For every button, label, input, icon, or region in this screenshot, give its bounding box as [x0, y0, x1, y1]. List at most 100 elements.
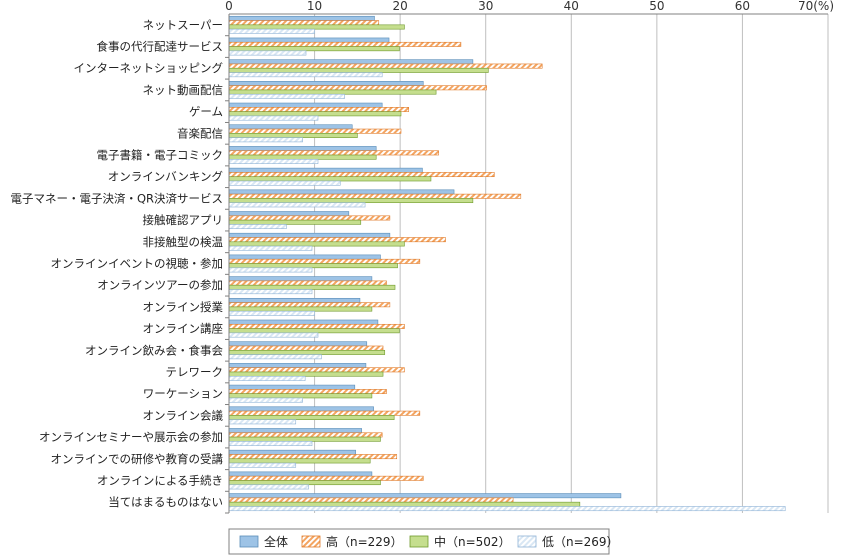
bar-4-series-2 [228, 85, 487, 91]
bar-23-series-4 [228, 506, 786, 512]
bar-11-series-3 [228, 241, 405, 247]
bar-17-series-1 [228, 363, 367, 368]
bar-9-series-4 [228, 202, 366, 208]
bar-11-series-4 [228, 245, 313, 251]
bar-1-series-4 [228, 28, 315, 34]
category-label: ゲーム [189, 105, 223, 119]
bar-15-series-2 [228, 323, 405, 329]
category-label: オンライン講座 [143, 322, 224, 336]
bar-19-series-2 [228, 410, 421, 416]
bar-13-series-3 [228, 284, 396, 290]
bar-20-series-2 [228, 432, 383, 438]
category-label: 食事の代行配達サービス [97, 40, 224, 54]
legend-swatch-3 [409, 535, 429, 548]
legend: 全体 高（n=229） 中（n=502） 低（n=269） [228, 528, 619, 555]
x-tick-label: 20 [393, 0, 408, 13]
bar-13-series-2 [228, 280, 387, 286]
bars [228, 15, 786, 512]
bar-1-series-3 [228, 24, 405, 30]
bar-3-series-1 [228, 59, 474, 65]
bar-8-series-1 [228, 167, 423, 173]
bar-3-series-2 [228, 63, 543, 69]
bar-21-series-3 [228, 458, 371, 464]
category-label: オンラインによる手続き [97, 473, 223, 487]
bar-16-series-4 [228, 354, 322, 360]
bar-2-series-2 [228, 41, 462, 47]
grid-lines [314, 14, 829, 513]
x-tick-label: 40 [564, 0, 579, 13]
bar-20-series-3 [228, 436, 381, 442]
bar-15-series-4 [228, 332, 319, 338]
x-tick-label: 0 [225, 0, 233, 13]
category-label: インターネットショッピング [74, 61, 224, 75]
bar-3-series-4 [228, 72, 383, 78]
bar-2-series-4 [228, 50, 307, 56]
bar-6-series-1 [228, 124, 353, 130]
category-label: オンラインでの研修や教育の受講 [51, 452, 224, 466]
bar-16-series-1 [228, 341, 368, 347]
category-label: ネットスーパー [143, 18, 223, 32]
bar-9-series-1 [228, 189, 455, 195]
bar-22-series-2 [228, 475, 424, 481]
x-tick-label: 10 [307, 0, 322, 13]
bar-18-series-1 [228, 384, 356, 390]
bar-6-series-2 [228, 128, 402, 134]
bar-21-series-4 [228, 462, 297, 468]
legend-label-1: 全体 [264, 534, 288, 549]
category-labels: ネットスーパー食事の代行配達サービスインターネットショッピングネット動画配信ゲー… [10, 18, 223, 509]
category-label: 非接触型の検温 [143, 235, 224, 249]
bar-11-series-1 [228, 232, 391, 238]
x-tick-label: 60 [735, 0, 750, 13]
bar-19-series-3 [228, 415, 395, 420]
category-label: オンラインツアーの参加 [97, 278, 223, 292]
bar-17-series-2 [228, 367, 405, 373]
bar-14-series-3 [228, 306, 373, 312]
bar-9-series-2 [228, 193, 522, 199]
bar-7-series-1 [228, 146, 377, 152]
bar-12-series-1 [228, 254, 381, 260]
bar-5-series-3 [228, 111, 402, 117]
category-label: オンラインバンキング [108, 170, 224, 184]
category-label: テレワーク [166, 365, 224, 379]
bar-2-series-3 [228, 46, 400, 52]
x-tick-label: 30 [478, 0, 493, 13]
bar-17-series-3 [228, 371, 384, 377]
bar-7-series-3 [228, 154, 377, 160]
bar-15-series-1 [228, 319, 379, 325]
bar-3-series-3 [228, 67, 489, 73]
bar-4-series-1 [228, 81, 424, 86]
bar-17-series-4 [228, 375, 306, 381]
bar-4-series-3 [228, 89, 437, 95]
category-label: オンラインイベントの視聴・参加 [51, 257, 224, 271]
bar-20-series-1 [228, 428, 362, 434]
x-tick-label: 50 [649, 0, 664, 13]
bar-9-series-3 [228, 198, 474, 204]
bar-5-series-4 [228, 115, 319, 121]
bar-14-series-4 [228, 310, 315, 316]
bar-22-series-3 [228, 480, 381, 486]
bar-12-series-4 [228, 267, 313, 273]
bar-20-series-4 [228, 441, 313, 446]
bar-8-series-2 [228, 172, 495, 178]
bar-8-series-3 [228, 176, 432, 182]
bar-16-series-3 [228, 349, 386, 355]
category-label: オンライン会議 [143, 408, 224, 422]
bar-1-series-2 [228, 20, 380, 26]
legend-swatch-1 [239, 535, 259, 548]
bar-16-series-2 [228, 345, 384, 351]
bar-21-series-1 [228, 449, 356, 455]
category-label: オンラインセミナーや展示会の参加 [39, 430, 223, 444]
bar-14-series-2 [228, 302, 391, 308]
bar-1-series-1 [228, 15, 375, 21]
bar-19-series-4 [228, 419, 297, 425]
bar-10-series-1 [228, 211, 350, 217]
bar-6-series-3 [228, 133, 358, 138]
bar-19-series-1 [228, 406, 374, 412]
bar-21-series-2 [228, 454, 398, 460]
x-tick-label: 70(%) [798, 0, 834, 13]
bar-13-series-1 [228, 276, 373, 282]
bar-22-series-1 [228, 471, 373, 477]
bar-6-series-4 [228, 137, 303, 143]
